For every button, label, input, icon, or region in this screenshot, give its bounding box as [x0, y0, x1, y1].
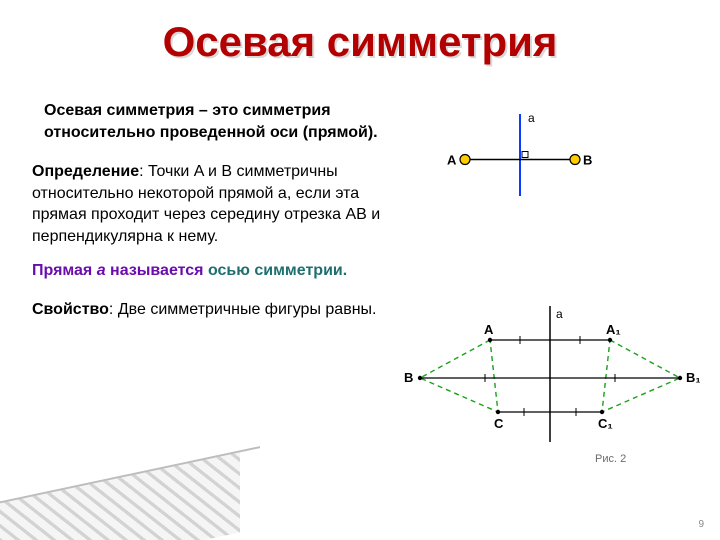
- svg-text:C: C: [494, 416, 504, 431]
- slide-title: Осевая симметрия: [0, 18, 720, 66]
- axis-prefix: Прямая: [32, 262, 97, 279]
- axis-italic-a: a: [97, 262, 106, 279]
- figure-2-svg: a A B C A₁ B₁ C₁ Рис. 2: [400, 300, 700, 470]
- definition-paragraph: Определение: Точки A и B симметричны отн…: [32, 161, 392, 247]
- svg-text:A: A: [484, 322, 494, 337]
- axis-sentence: Прямая a называется осью симметрии.: [32, 260, 392, 282]
- svg-text:Рис. 2: Рис. 2: [595, 453, 626, 465]
- svg-text:C₁: C₁: [598, 416, 613, 431]
- body-text: Осевая симметрия – это симметрия относит…: [32, 100, 392, 321]
- svg-text:a: a: [528, 111, 535, 125]
- svg-text:B₁: B₁: [686, 370, 700, 385]
- axis-dot: .: [343, 262, 347, 279]
- axis-mid: называется: [106, 262, 208, 279]
- axis-term: осью симметрии: [208, 262, 343, 279]
- svg-text:A: A: [447, 153, 457, 168]
- property-body: : Две симметричные фигуры равны.: [109, 301, 377, 318]
- property-paragraph: Свойство: Две симметричные фигуры равны.: [32, 299, 392, 321]
- figure-2: a A B C A₁ B₁ C₁ Рис. 2: [400, 300, 700, 470]
- svg-text:B: B: [583, 153, 592, 168]
- svg-text:A₁: A₁: [606, 322, 621, 337]
- svg-text:B: B: [404, 370, 413, 385]
- page-number: 9: [698, 519, 704, 530]
- intro-paragraph: Осевая симметрия – это симметрия относит…: [32, 100, 392, 143]
- property-label: Свойство: [32, 301, 109, 318]
- definition-label: Определение: [32, 163, 139, 180]
- svg-text:a: a: [556, 307, 563, 321]
- figure-1-svg: a A B: [400, 110, 640, 200]
- figure-1: a A B: [400, 110, 640, 200]
